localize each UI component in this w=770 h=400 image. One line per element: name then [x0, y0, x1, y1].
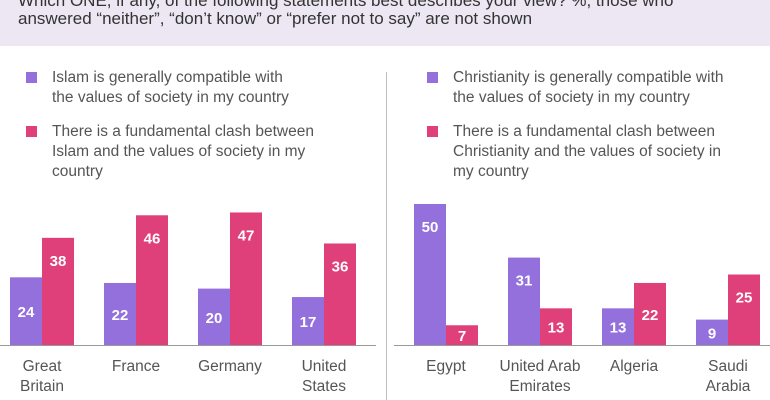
question-text-line-2: answered “neither”, “don’t know” or “pre…	[18, 9, 533, 28]
legend-text-christianity-clash: There is a fundamental clash between Chr…	[453, 123, 721, 180]
question-text-line-1: Which ONE, if any, of the following stat…	[18, 0, 674, 10]
category-label: Algeria	[610, 358, 659, 375]
category-label: Saudi	[708, 358, 748, 375]
legend-text-islam-clash: There is a fundamental clash between Isl…	[52, 123, 314, 180]
category-label: Britain	[20, 378, 64, 395]
bar-value-label: 31	[516, 273, 533, 290]
bar-christianity-compatible	[414, 204, 446, 345]
bar-islam-compatible	[292, 297, 324, 345]
bar-christianity-clash	[540, 308, 572, 345]
category-label: States	[302, 378, 346, 395]
bar-christianity-compatible	[602, 308, 634, 345]
legend-swatch-compatible	[26, 72, 37, 83]
bar-value-label: 9	[708, 325, 716, 342]
legend-text-islam-compatible: Islam is generally compatible with the v…	[52, 69, 289, 106]
legend-swatch-clash	[26, 126, 37, 137]
bar-christianity-clash	[634, 282, 666, 345]
bar-islam-clash	[42, 237, 74, 345]
bar-value-label: 17	[300, 314, 317, 331]
bar-islam-clash	[136, 215, 168, 345]
bar-value-label: 25	[736, 290, 753, 307]
category-label: Arabia	[706, 378, 751, 395]
category-label: Egypt	[426, 358, 466, 375]
bar-value-label: 38	[50, 253, 67, 270]
bar-christianity-compatible	[696, 319, 728, 345]
bar-value-label: 22	[112, 307, 129, 324]
bar-value-label: 13	[548, 320, 565, 337]
bar-islam-compatible	[104, 282, 136, 345]
category-label: Germany	[198, 358, 262, 375]
bar-value-label: 36	[332, 258, 349, 275]
islam-chart-panel: Islam is generally compatible with the v…	[0, 46, 385, 400]
bar-islam-clash	[230, 212, 262, 345]
legend-swatch-clash	[427, 126, 438, 137]
bar-value-label: 47	[238, 227, 255, 244]
bar-value-label: 20	[206, 310, 223, 327]
question-header: Which ONE, if any, of the following stat…	[0, 0, 770, 46]
category-label: Emirates	[509, 378, 570, 395]
bar-value-label: 7	[458, 328, 466, 345]
bar-christianity-compatible	[508, 257, 540, 345]
category-label: France	[112, 358, 160, 375]
category-label: United	[302, 358, 347, 375]
bar-value-label: 24	[18, 304, 35, 321]
bar-value-label: 50	[422, 219, 439, 236]
christianity-chart-panel: Christianity is generally compatible wit…	[385, 46, 770, 400]
panel-divider	[386, 72, 387, 400]
bar-islam-compatible	[198, 288, 230, 345]
bar-value-label: 13	[610, 320, 627, 337]
category-label: United Arab	[500, 358, 581, 375]
legend-text-christianity-compatible: Christianity is generally compatible wit…	[453, 69, 724, 106]
bar-islam-clash	[324, 243, 356, 345]
bar-value-label: 22	[642, 307, 659, 324]
bar-christianity-clash	[446, 325, 478, 345]
bar-islam-compatible	[10, 277, 42, 345]
bar-value-label: 46	[144, 230, 161, 247]
legend-swatch-compatible	[427, 72, 438, 83]
bar-christianity-clash	[728, 274, 760, 345]
category-label: Great	[23, 358, 62, 375]
